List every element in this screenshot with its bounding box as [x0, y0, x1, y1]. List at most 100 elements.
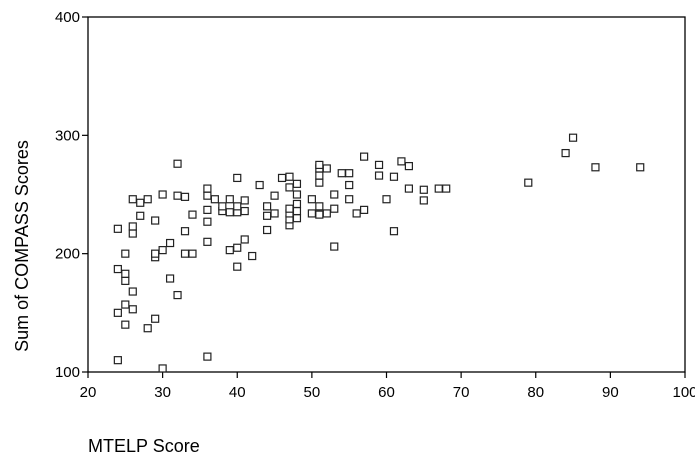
x-tick-label: 80 [527, 384, 544, 401]
data-point [225, 208, 234, 217]
data-point [263, 225, 272, 235]
data-point [404, 162, 413, 171]
data-point [233, 202, 242, 211]
y-tick-label: 100 [55, 364, 80, 381]
data-point [292, 190, 302, 199]
data-point [345, 195, 354, 204]
data-point [270, 191, 279, 200]
data-point [419, 185, 428, 194]
data-point [263, 202, 272, 211]
y-tick-label: 400 [55, 9, 80, 26]
data-point [263, 211, 272, 220]
data-point [292, 206, 302, 216]
data-point [240, 206, 249, 216]
data-point [307, 195, 316, 204]
data-point [203, 237, 212, 246]
data-point [315, 171, 324, 180]
axis-ticks [82, 16, 686, 378]
data-point [270, 209, 279, 218]
data-point [121, 300, 130, 309]
data-point [292, 199, 302, 209]
data-point [128, 305, 137, 314]
x-tick-label: 30 [154, 384, 171, 401]
data-point [240, 196, 249, 205]
data-point [203, 217, 212, 226]
data-point [292, 179, 302, 188]
x-tick-label: 40 [229, 384, 246, 401]
data-point [113, 224, 122, 233]
data-point [136, 211, 145, 220]
data-point [360, 205, 369, 214]
data-point [389, 172, 399, 181]
x-tick-label: 50 [304, 384, 321, 401]
data-point [434, 184, 443, 193]
data-point [561, 148, 570, 158]
data-point [203, 352, 212, 361]
x-tick-label: 100 [672, 384, 695, 401]
data-point [143, 324, 152, 333]
data-point [337, 169, 346, 178]
data-point [419, 196, 428, 205]
data-point [285, 183, 294, 192]
data-point [180, 192, 190, 201]
data-point [165, 238, 175, 248]
data-point [203, 205, 212, 214]
data-point [158, 246, 167, 255]
data-point [315, 210, 324, 219]
data-point [180, 227, 190, 236]
data-point [113, 264, 122, 274]
data-point [173, 191, 182, 200]
data-point [151, 314, 160, 323]
x-tick-label: 70 [453, 384, 470, 401]
data-point [330, 242, 339, 251]
data-point [188, 249, 197, 258]
data-point [330, 204, 339, 213]
data-point [404, 184, 413, 193]
data-point [165, 274, 175, 283]
data-point [173, 159, 182, 168]
data-point [203, 184, 212, 193]
data-point [382, 195, 391, 204]
data-point [203, 191, 212, 200]
data-point [225, 246, 234, 255]
data-point [121, 276, 130, 285]
data-point [151, 216, 160, 225]
data-point [136, 198, 145, 207]
data-point [233, 262, 242, 271]
data-point [121, 320, 130, 329]
data-point [277, 173, 287, 183]
data-point [128, 287, 137, 296]
data-point [225, 195, 234, 204]
data-point [524, 178, 533, 187]
data-point [248, 251, 257, 261]
data-point [397, 157, 406, 166]
data-point [180, 249, 190, 258]
data-point [330, 190, 339, 199]
y-axis-title: Sum of COMPASS Scores [12, 140, 32, 352]
data-point [285, 172, 294, 181]
data-point [322, 209, 331, 218]
x-tick-label: 60 [378, 384, 395, 401]
data-point [151, 249, 160, 258]
data-point [315, 202, 324, 211]
data-point [315, 160, 324, 170]
data-point [345, 180, 354, 190]
data-point [173, 290, 182, 300]
data-point [113, 356, 122, 365]
data-point [128, 229, 137, 238]
axis-tick-labels: 20 30 40 50 60 70 80 90 100 100 200 300 400 [55, 9, 695, 401]
data-point [568, 133, 578, 142]
data-point [128, 195, 137, 204]
data-point [374, 171, 384, 180]
data-point [113, 308, 122, 317]
data-point [307, 209, 316, 218]
data-point [315, 178, 324, 187]
data-point [292, 214, 302, 223]
data-point [322, 164, 331, 173]
data-point [158, 364, 167, 373]
data-point [389, 227, 399, 236]
x-axis-title: MTELP Score [88, 436, 200, 456]
data-point [188, 210, 197, 219]
data-point [360, 152, 369, 161]
